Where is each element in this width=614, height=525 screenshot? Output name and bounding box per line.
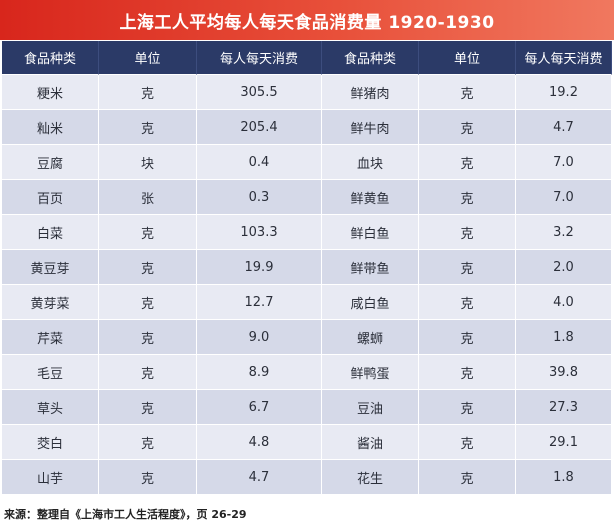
cell-daily-consumption: 19.9 [197,250,322,285]
cell-food-type: 鲜带鱼 [322,250,419,285]
cell-food-type: 百页 [2,180,99,215]
table-row: 黄芽菜克 12.7 咸白鱼克 4.0 [2,285,612,320]
cell-unit: 克 [419,285,516,320]
cell-food-type: 芹菜 [2,320,99,355]
cell-daily-consumption: 12.7 [197,285,322,320]
cell-daily-consumption: 3.2 [516,215,612,250]
cell-food-type: 籼米 [2,110,99,145]
cell-unit: 克 [419,215,516,250]
cell-food-type: 豆腐 [2,145,99,180]
cell-food-type: 鲜白鱼 [322,215,419,250]
cell-daily-consumption: 103.3 [197,215,322,250]
table-row: 毛豆克 8.9 鲜鸭蛋克 39.8 [2,355,612,390]
cell-unit: 克 [419,180,516,215]
cell-food-type: 毛豆 [2,355,99,390]
cell-food-type: 山芋 [2,460,99,495]
cell-daily-consumption: 1.8 [516,320,612,355]
table-row: 草头克 6.7 豆油克 27.3 [2,390,612,425]
cell-food-type: 咸白鱼 [322,285,419,320]
cell-unit: 克 [99,110,197,145]
cell-food-type: 黄豆芽 [2,250,99,285]
cell-food-type: 鲜牛肉 [322,110,419,145]
table-row: 百页张 0.3 鲜黄鱼克 7.0 [2,180,612,215]
cell-unit: 克 [99,215,197,250]
cell-unit: 克 [419,460,516,495]
table-row: 山芋克 4.7 花生克 1.8 [2,460,612,495]
table-row: 白菜克 103.3 鲜白鱼克 3.2 [2,215,612,250]
cell-food-type: 粳米 [2,75,99,110]
cell-food-type: 鲜黄鱼 [322,180,419,215]
cell-unit: 克 [419,250,516,285]
cell-daily-consumption: 27.3 [516,390,612,425]
cell-unit: 克 [419,425,516,460]
cell-daily-consumption: 19.2 [516,75,612,110]
cell-daily-consumption: 0.3 [197,180,322,215]
header-unit: 单位 [419,41,516,75]
cell-unit: 张 [99,180,197,215]
table-row: 籼米克 205.4 鲜牛肉克 4.7 [2,110,612,145]
cell-daily-consumption: 1.8 [516,460,612,495]
cell-unit: 克 [99,320,197,355]
cell-food-type: 草头 [2,390,99,425]
cell-unit: 块 [99,145,197,180]
cell-daily-consumption: 2.0 [516,250,612,285]
header-unit: 单位 [99,41,197,75]
cell-food-type: 血块 [322,145,419,180]
cell-daily-consumption: 7.0 [516,180,612,215]
table-row: 芹菜克 9.0 螺蛳克 1.8 [2,320,612,355]
table-row: 茭白克 4.8 酱油克 29.1 [2,425,612,460]
cell-daily-consumption: 29.1 [516,425,612,460]
cell-unit: 克 [419,390,516,425]
cell-unit: 克 [419,75,516,110]
cell-unit: 克 [419,110,516,145]
cell-unit: 克 [99,390,197,425]
cell-food-type: 黄芽菜 [2,285,99,320]
cell-daily-consumption: 39.8 [516,355,612,390]
table-row: 豆腐块 0.4 血块克 7.0 [2,145,612,180]
table-title: 上海工人平均每人每天食品消费量 1920-1930 [0,0,614,40]
cell-daily-consumption: 0.4 [197,145,322,180]
cell-daily-consumption: 205.4 [197,110,322,145]
header-food-type: 食品种类 [322,41,419,75]
cell-unit: 克 [99,425,197,460]
header-food-type: 食品种类 [2,41,99,75]
cell-unit: 克 [99,75,197,110]
food-consumption-table: 食品种类 单位 每人每天消费 食品种类 单位 每人每天消费 粳米克 305.5 鲜猪… [2,41,612,495]
cell-daily-consumption: 7.0 [516,145,612,180]
cell-food-type: 白菜 [2,215,99,250]
cell-food-type: 鲜鸭蛋 [322,355,419,390]
cell-daily-consumption: 4.7 [516,110,612,145]
cell-daily-consumption: 305.5 [197,75,322,110]
table-row: 粳米克 305.5 鲜猪肉克 19.2 [2,75,612,110]
header-daily-consumption: 每人每天消费 [197,41,322,75]
cell-food-type: 花生 [322,460,419,495]
cell-food-type: 螺蛳 [322,320,419,355]
cell-daily-consumption: 9.0 [197,320,322,355]
cell-food-type: 鲜猪肉 [322,75,419,110]
cell-daily-consumption: 4.8 [197,425,322,460]
cell-unit: 克 [99,250,197,285]
cell-unit: 克 [419,145,516,180]
header-row: 食品种类 单位 每人每天消费 食品种类 单位 每人每天消费 [2,41,612,75]
cell-daily-consumption: 4.7 [197,460,322,495]
cell-daily-consumption: 6.7 [197,390,322,425]
cell-unit: 克 [419,355,516,390]
cell-daily-consumption: 8.9 [197,355,322,390]
cell-food-type: 茭白 [2,425,99,460]
cell-unit: 克 [419,320,516,355]
cell-unit: 克 [99,460,197,495]
cell-unit: 克 [99,355,197,390]
header-daily-consumption: 每人每天消费 [516,41,612,75]
cell-food-type: 酱油 [322,425,419,460]
cell-unit: 克 [99,285,197,320]
source-note: 来源：整理自《上海市工人生活程度》，页 26-29 [4,508,247,521]
cell-daily-consumption: 4.0 [516,285,612,320]
cell-food-type: 豆油 [322,390,419,425]
table-row: 黄豆芽克 19.9 鲜带鱼克 2.0 [2,250,612,285]
